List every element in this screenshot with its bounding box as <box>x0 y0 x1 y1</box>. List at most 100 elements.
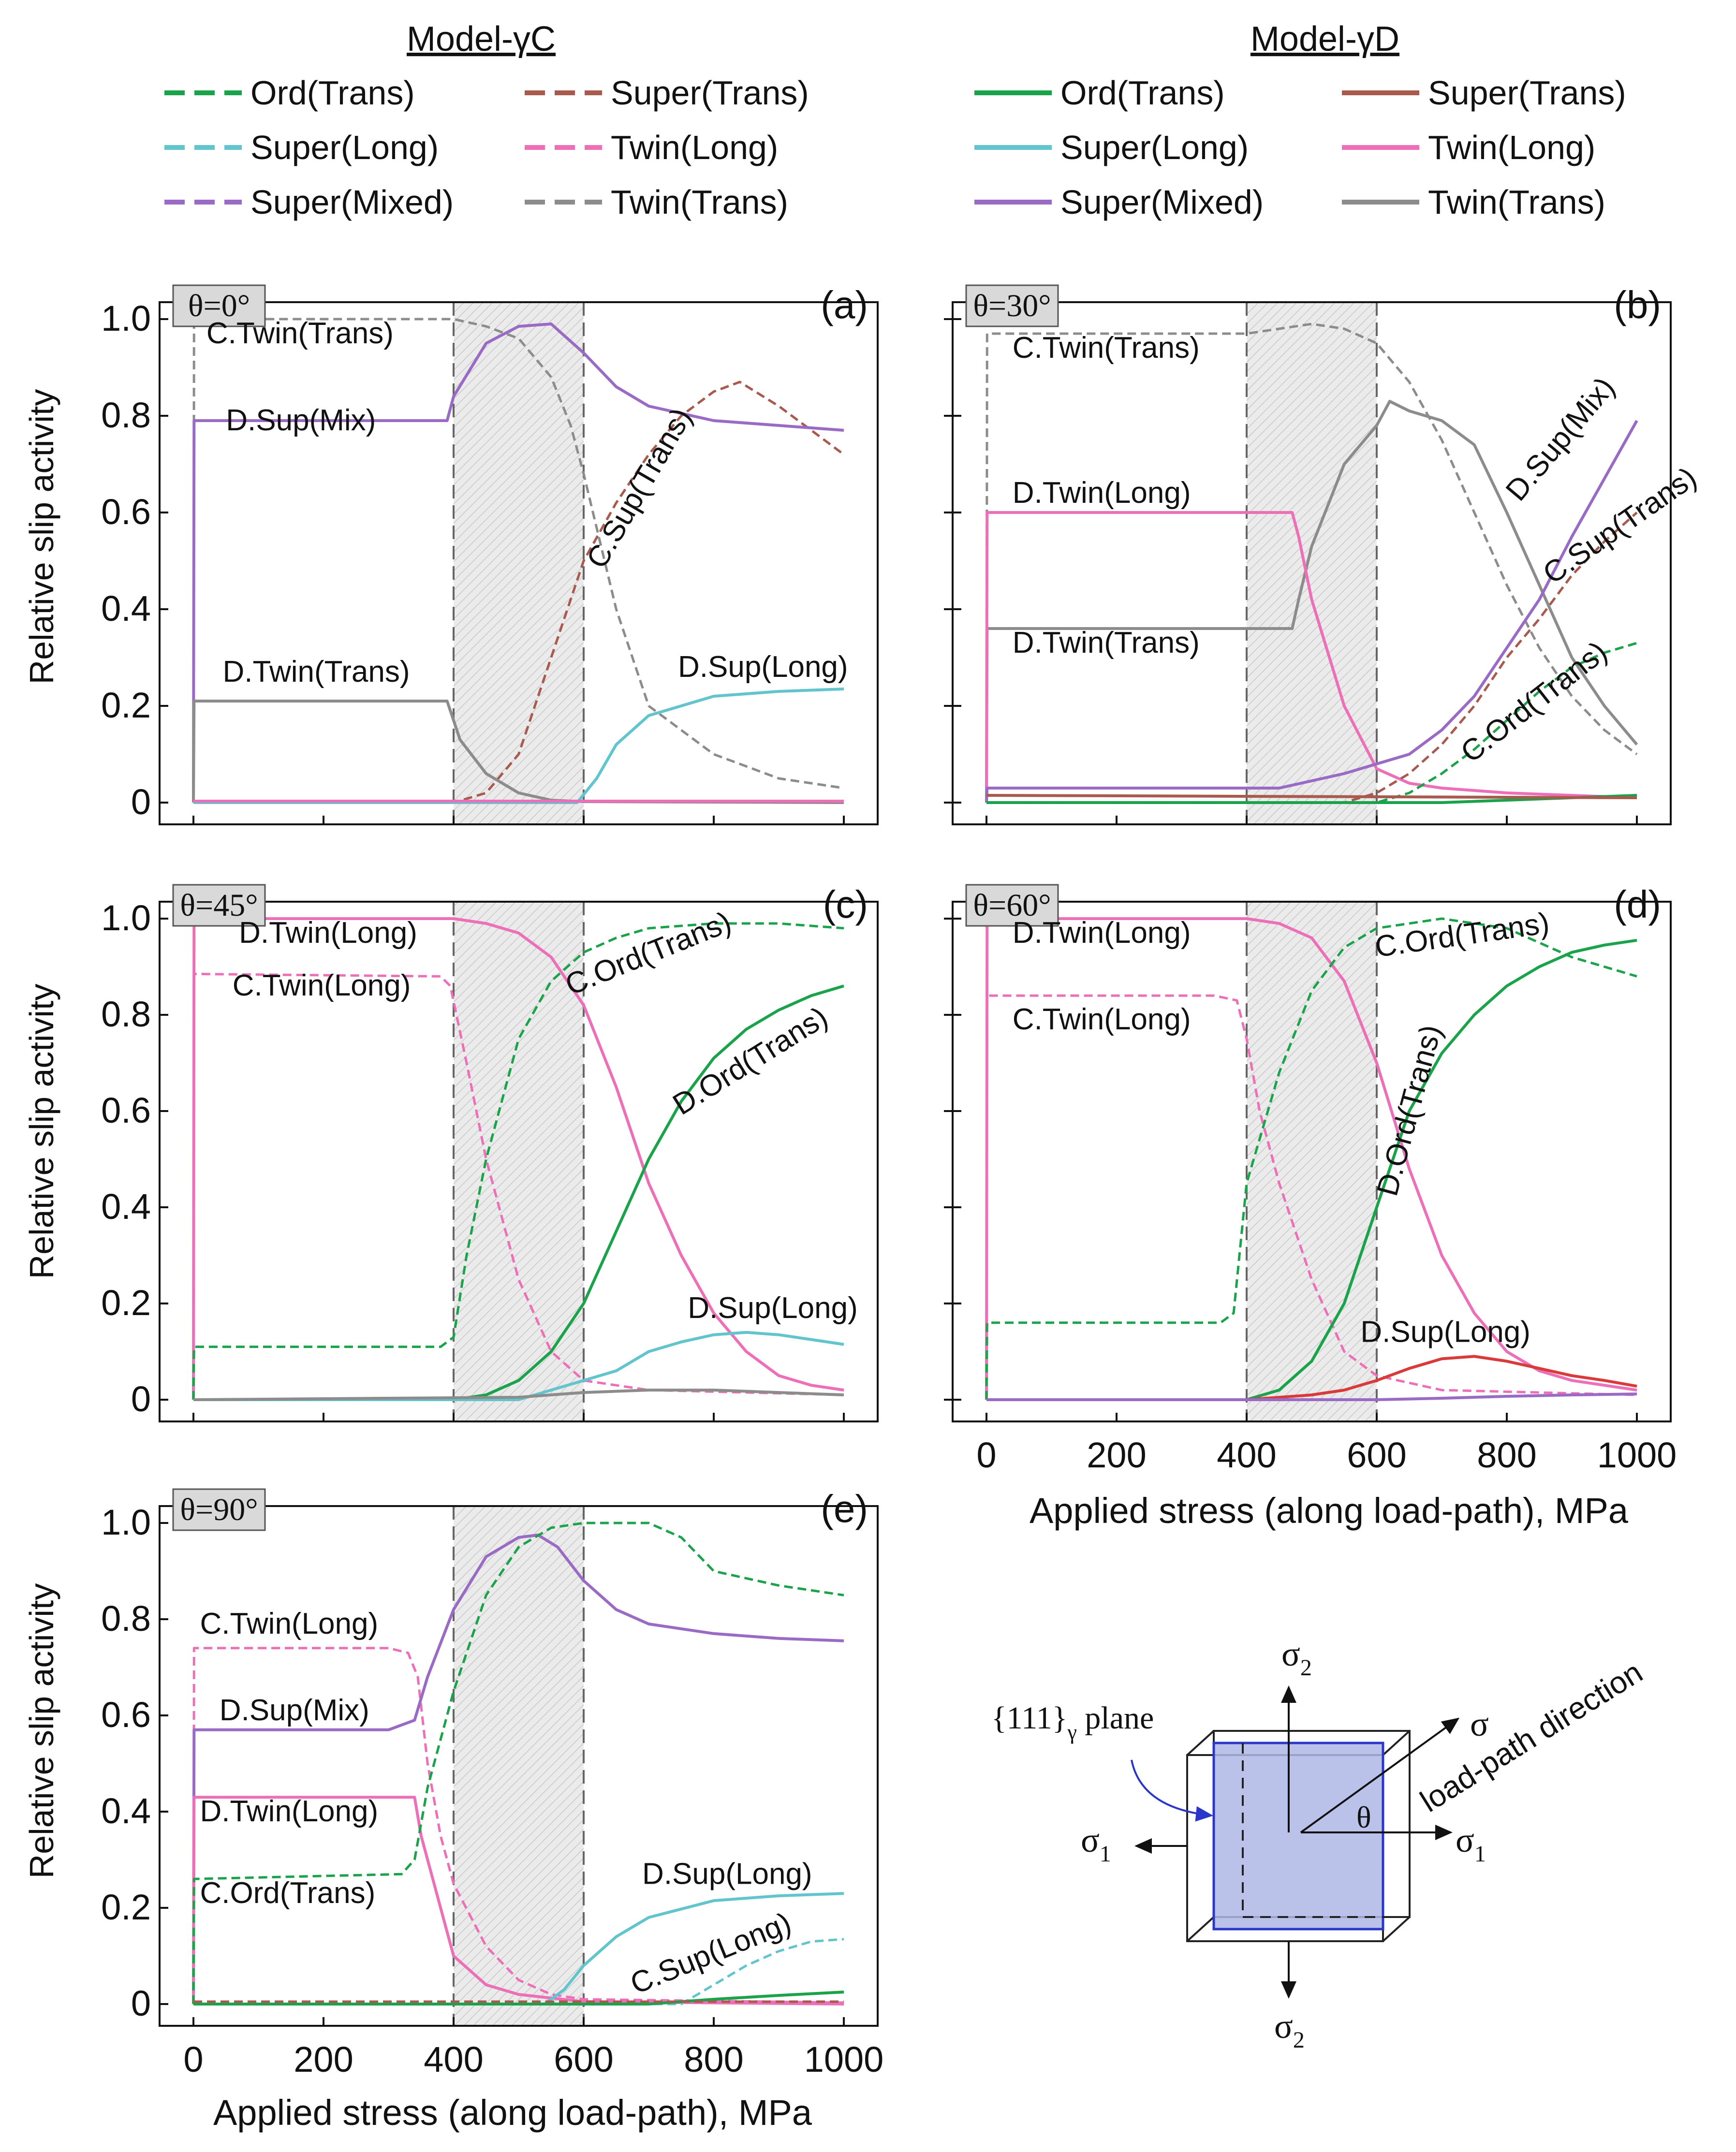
x-tick-label-200: 200 <box>1087 1435 1146 1475</box>
x-tick-label-1000: 1000 <box>1597 1435 1677 1475</box>
y-tick-label-0-4: 0.4 <box>101 588 151 629</box>
sigma1-left-label: σ1 <box>1081 1821 1111 1867</box>
load-path-label: load-path direction <box>1414 1654 1648 1819</box>
series-line-d-twin-long <box>192 917 844 1400</box>
legend-model-gamma-d: Model-γD Ord(Trans) Super(Trans) Super(Lon… <box>974 20 1626 221</box>
annotation-d-sup-long: D.Sup(Long) <box>642 1857 812 1890</box>
panel-d: 0 200 400 600 800 1000 θ=60° (d) D.Twin(Long) C.T… <box>944 883 1677 1475</box>
annotation-c-ord-trans: C.Ord(Trans) <box>1455 635 1613 769</box>
annotation-d-twin-trans: D.Twin(Trans) <box>1013 626 1200 659</box>
series-line-d-super-long <box>193 688 844 804</box>
chart-panels: 0 0.2 0.4 0.6 0.8 1.0 θ=0° (a) C.Twin(Trans) D.Su… <box>101 283 1703 2079</box>
series-line-c-ord-trans <box>192 1522 844 2005</box>
annotation-d-twin-trans: D.Twin(Trans) <box>223 655 410 688</box>
y-tick-label-0-6: 0.6 <box>101 1695 151 1735</box>
x-tick-label-0: 0 <box>976 1435 996 1475</box>
series-line-c-twin-long <box>985 994 1637 1400</box>
stress-cube-diagram: {111}γ plane σ2 σ2 σ1 σ1 σ θ load-path d… <box>991 1635 1648 2053</box>
annotation-d-sup-long: D.Sup(Long) <box>678 650 848 684</box>
ylabel-panel-a: Relative slip activity <box>23 389 60 685</box>
y-tick-label-0-4: 0.4 <box>101 1186 151 1227</box>
y-tick-label-0-6: 0.6 <box>101 492 151 532</box>
cube-edge <box>1186 1730 1215 1756</box>
series-line-d-ord-trans <box>193 984 844 1401</box>
annotation-d-sup-long: D.Sup(Long) <box>1360 1316 1530 1349</box>
series-line-d-super-long <box>193 1892 844 2006</box>
shaded-region <box>454 1506 584 2026</box>
angle-label-box <box>172 284 266 327</box>
series-line-d-super-mixed <box>985 420 1638 803</box>
x-tick-label-400: 400 <box>1217 1435 1276 1475</box>
angle-label: θ=60° <box>965 884 1059 927</box>
y-tick-label-0-2: 0.2 <box>101 685 151 725</box>
cube-edge <box>1382 1916 1411 1942</box>
panel-letter: (d) <box>1614 883 1661 926</box>
y-tick-label-0-8: 0.8 <box>101 994 151 1034</box>
series-line-d-ord-trans <box>193 1991 844 2006</box>
annotation-d-twin-long: D.Twin(Long) <box>239 916 417 950</box>
series-line-d-twin-trans <box>193 1389 844 1401</box>
x-tick-label-1000: 1000 <box>804 2039 884 2079</box>
shaded-region <box>1247 902 1377 1421</box>
y-tick-label-0-6: 0.6 <box>101 1090 151 1130</box>
angle-label-box <box>965 284 1059 327</box>
annotation-d-ord-trans: D.Ord(Trans) <box>667 1000 834 1122</box>
angle-label: θ=90° <box>172 1488 266 1531</box>
series-line-c-ord-trans <box>985 917 1637 1400</box>
legend-label-twin-long: Twin(Long) <box>1428 129 1595 166</box>
y-tick-label-0-4: 0.4 <box>101 1791 151 1831</box>
cube-edge <box>1382 1730 1411 1756</box>
ylabel-panel-e: Relative slip activity <box>23 1583 60 1879</box>
angle-label-text: θ=90° <box>180 1492 258 1527</box>
annotation-c-twin-trans: C.Twin(Trans) <box>206 317 394 350</box>
legend-title-model-gamma-c: Model-γC <box>407 20 556 59</box>
x-tick-label-800: 800 <box>1477 1435 1536 1475</box>
annotation-c-twin-long: C.Twin(Long) <box>200 1607 378 1640</box>
series-line-d-twin-long <box>985 511 1637 803</box>
panel-b: θ=30° (b) C.Twin(Trans) D.Twin(Long) D.Twin(… <box>944 283 1703 825</box>
annotation-d-sup-mix: D.Sup(Mix) <box>226 404 376 437</box>
xlabel-panel-e: Applied stress (along load-path), MPa <box>213 2093 812 2133</box>
sigma-loadpath-label: σ <box>1470 1705 1489 1743</box>
sigma2-bottom-label: σ2 <box>1274 2007 1305 2053</box>
x-tick-label-600: 600 <box>554 2039 613 2079</box>
plot-frame <box>159 1505 879 2027</box>
angle-label: θ=0° <box>172 284 266 327</box>
legend-label-super-trans: Super(Trans) <box>1428 74 1626 112</box>
panel-letter: (c) <box>823 883 868 926</box>
series-line-d-super-mixed <box>192 1533 844 2005</box>
legend-model-gamma-c: Model-γC Ord(Trans) Super(Trans) Super(Lon… <box>164 20 809 221</box>
annotation-d-sup-long: D.Sup(Long) <box>688 1291 858 1325</box>
plot-frame <box>952 901 1672 1422</box>
y-tick-label-1-0: 1.0 <box>101 1502 151 1542</box>
series-line-d-twin-long <box>985 917 1637 1400</box>
angle-label-text: θ=30° <box>973 288 1051 323</box>
annotation-c-sup-trans: C.Sup(Trans) <box>1537 461 1703 591</box>
cube-edge <box>1186 1916 1215 1942</box>
panel-c: 0 0.2 0.4 0.6 0.8 1.0 θ=45° (c) D.Twin(Long) C.Tw… <box>101 883 879 1422</box>
annotation-d-twin-long: D.Twin(Long) <box>1013 916 1191 950</box>
slip-plane-111 <box>1212 1742 1384 1931</box>
x-tick-label-600: 600 <box>1347 1435 1406 1475</box>
y-tick-label-0-2: 0.2 <box>101 1887 151 1927</box>
sigma2-top-label: σ2 <box>1281 1635 1312 1681</box>
series-line-d-ord-trans <box>986 938 1637 1401</box>
y-tick-label-1-0: 1.0 <box>101 298 151 338</box>
series-line-c-super-trans <box>193 381 845 804</box>
legend-label-twin-trans: Twin(Trans) <box>611 183 788 221</box>
angle-label-text: θ=60° <box>973 888 1051 923</box>
theta-label: θ <box>1356 1800 1371 1834</box>
annotation-c-ord-trans: C.Ord(Trans) <box>1373 907 1551 964</box>
y-tick-label-0: 0 <box>131 782 151 822</box>
y-tick-label-0-8: 0.8 <box>101 395 151 435</box>
x-tick-label-200: 200 <box>294 2039 353 2079</box>
plot-frame <box>952 301 1672 825</box>
series-line-d-twin-trans <box>985 400 1638 803</box>
legend-label-super-mixed: Super(Mixed) <box>1060 183 1264 221</box>
legend-label-super-trans: Super(Trans) <box>611 74 809 112</box>
panel-a: 0 0.2 0.4 0.6 0.8 1.0 θ=0° (a) C.Twin(Trans) D.Su… <box>101 283 879 825</box>
plot-frame <box>159 301 879 825</box>
x-tick-label-400: 400 <box>424 2039 483 2079</box>
x-tick-label-800: 800 <box>684 2039 743 2079</box>
annotation-c-ord-trans: C.Ord(Trans) <box>200 1876 375 1910</box>
